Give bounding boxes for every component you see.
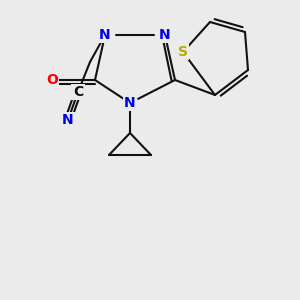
Text: N: N [124, 96, 136, 110]
Text: N: N [99, 28, 111, 42]
Text: S: S [178, 45, 188, 59]
Text: N: N [62, 113, 74, 127]
Text: C: C [73, 85, 83, 99]
Text: N: N [159, 28, 171, 42]
Text: O: O [46, 73, 58, 87]
